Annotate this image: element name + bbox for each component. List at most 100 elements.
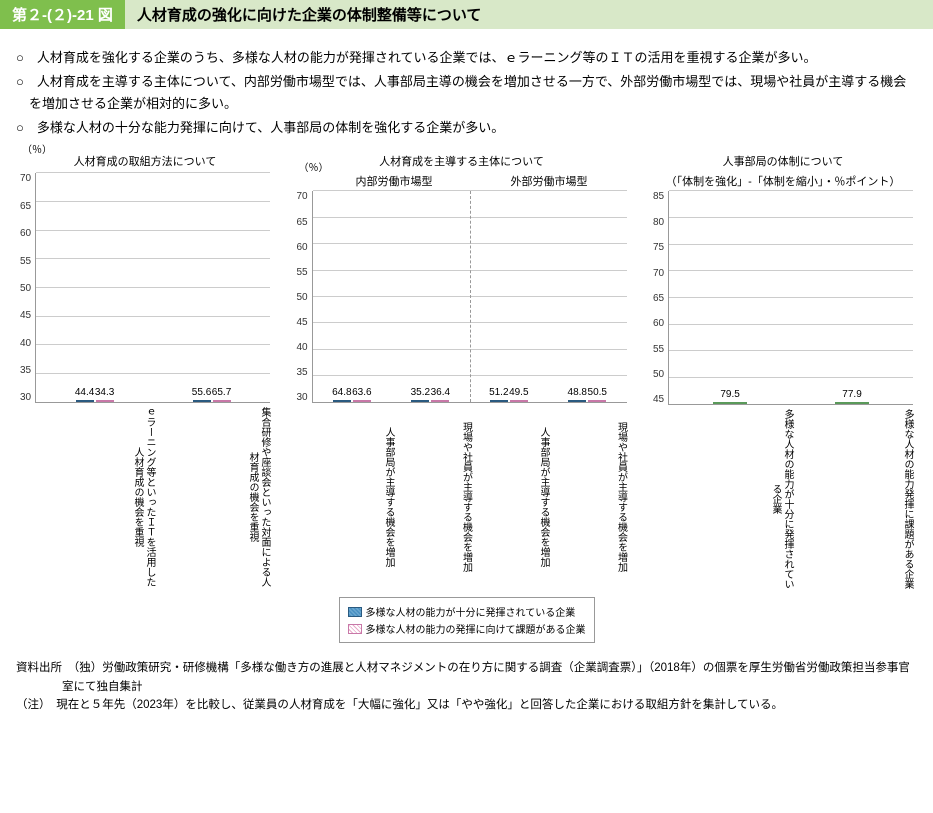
y-tick-label: 70 <box>20 173 31 184</box>
chart2-area: 706560555045403530 64.863.635.236.451.24… <box>297 191 627 403</box>
bar-blue: 35.2 <box>411 400 429 402</box>
chart2-y-axis: 706560555045403530 <box>297 191 312 403</box>
legend-row: 多様な人材の能力の発揮に向けて課題がある企業 <box>348 621 586 636</box>
y-tick-label: 45 <box>20 310 31 321</box>
summary-bullets: 人材育成を強化する企業のうち、多様な人材の能力が発揮されている企業では、ｅラーニ… <box>0 39 933 153</box>
y-tick-label: 60 <box>297 242 308 253</box>
y-tick-label: 35 <box>20 365 31 376</box>
chart-panel-3: 人事部局の体制について （「体制を強化」-「体制を縮小」・％ポイント） 85 80… <box>653 153 913 589</box>
y-tick-label: 65 <box>20 201 31 212</box>
bar-pink: 34.3 <box>96 400 114 402</box>
x-axis-label: 現場や社員が主導する機会を増加 <box>549 407 627 587</box>
bar-value-label: 49.5 <box>509 387 528 398</box>
y-tick-label: 60 <box>20 228 31 239</box>
chart3-area: 858075706560555045 79.577.9 <box>653 191 913 405</box>
bar-group: 55.665.7 <box>153 400 270 402</box>
bar-pink: 36.4 <box>431 400 449 402</box>
x-axis-label: 人事部局が主導する機会を増加 <box>317 407 395 587</box>
y-tick-label: 60 <box>653 318 664 329</box>
bar-blue: 44.4 <box>76 400 94 402</box>
y-tick-label: 30 <box>20 392 31 403</box>
y-tick-label: 45 <box>297 317 308 328</box>
charts-row: 人材育成の取組方法について （％） 70 65 60 55 50 45 40 35 30 44.… <box>0 153 933 589</box>
chart3-x-labels: 多様な人材の能力が十分に発揮されている企業多様な人材の能力発揮に課題がある企業 <box>653 409 913 589</box>
chart3-title: 人事部局の体制について <box>653 153 913 169</box>
chart1-plot: 44.434.355.665.7 <box>35 173 270 403</box>
bar-value-label: 48.8 <box>568 387 587 398</box>
bar-group: 51.249.5 <box>470 400 548 402</box>
legend-swatch <box>348 607 362 617</box>
legend-row: 多様な人材の能力が十分に発揮されている企業 <box>348 604 586 619</box>
y-tick-label: 45 <box>653 394 664 405</box>
sub-header: 外部労働市場型 <box>472 173 627 189</box>
figure-header: 第２-(２)-21 図 人材育成の強化に向けた企業の体制整備等について <box>0 0 933 29</box>
x-axis-label: 現場や社員が主導する機会を増加 <box>394 407 472 587</box>
y-tick-label: 50 <box>20 283 31 294</box>
y-tick-label: 40 <box>20 338 31 349</box>
bar-value-label: 63.6 <box>352 387 371 398</box>
bar-group: 44.434.3 <box>36 400 153 402</box>
bar-blue: 64.8 <box>333 400 351 402</box>
bar-group: 48.850.5 <box>548 400 626 402</box>
bar-value-label: 65.7 <box>212 387 231 398</box>
y-tick-label: 40 <box>297 342 308 353</box>
chart2-plot: 64.863.635.236.451.249.548.850.5 <box>312 191 627 403</box>
source-note: 資料出所 （独）労働政策研究・研修機構「多様な働き方の進展と人材マネジメントの在… <box>16 659 917 696</box>
bar-value-label: 36.4 <box>431 387 450 398</box>
chart3-subtitle: （「体制を強化」-「体制を縮小」・％ポイント） <box>653 173 913 189</box>
chart3-y-axis: 858075706560555045 <box>653 191 668 405</box>
figure-title: 人材育成の強化に向けた企業の体制整備等について <box>125 0 933 29</box>
x-axis-label: ｅラーニング等といったＩＴを活用した人材育成の機会を重視 <box>40 407 155 587</box>
y-tick-label: 85 <box>653 191 664 202</box>
bar-group: 77.9 <box>791 402 913 404</box>
bar-blue: 51.2 <box>490 400 508 402</box>
bar-green: 79.5 <box>713 402 747 404</box>
y-tick-label: 30 <box>297 392 308 403</box>
legend-text: 多様な人材の能力の発揮に向けて課題がある企業 <box>366 621 586 636</box>
chart1-title: 人材育成の取組方法について <box>20 153 270 169</box>
bar-green: 77.9 <box>835 402 869 404</box>
bar-blue: 48.8 <box>568 400 586 402</box>
chart1-y-axis: 70 65 60 55 50 45 40 35 30 <box>20 173 35 403</box>
chart3-plot: 79.5 77.9 <box>668 191 913 405</box>
bar-group: 64.863.6 <box>313 400 391 402</box>
bar-value-label: 51.2 <box>489 387 508 398</box>
legend-box: 多様な人材の能力が十分に発揮されている企業多様な人材の能力の発揮に向けて課題があ… <box>339 597 595 643</box>
bar-blue: 55.6 <box>193 400 211 402</box>
figure-number: 第２-(２)-21 図 <box>0 0 125 29</box>
bar-value-label: 55.6 <box>192 387 211 398</box>
bar-pink: 49.5 <box>510 400 528 402</box>
chart-panel-2: 人材育成を主導する主体について 内部労働市場型 外部労働市場型 （％） 7065… <box>297 153 627 589</box>
bars-container: 44.434.355.665.7 <box>36 173 270 402</box>
y-tick-label: 65 <box>653 293 664 304</box>
bar-pink: 63.6 <box>353 400 371 402</box>
bullet-item: 多様な人材の十分な能力発揮に向けて、人事部局の体制を強化する企業が多い。 <box>16 117 917 139</box>
y-tick-label: 35 <box>297 367 308 378</box>
y-tick-label: 50 <box>297 292 308 303</box>
y-tick-label: 50 <box>653 369 664 380</box>
chart2-sub-headers: 内部労働市場型 外部労働市場型 <box>297 173 627 189</box>
y-tick-label: 75 <box>653 242 664 253</box>
y-tick-label: 70 <box>297 191 308 202</box>
chart1-y-unit: （％） <box>22 141 52 156</box>
divider-line <box>470 191 471 402</box>
bar-pink: 65.7 <box>213 400 231 402</box>
bar-value-label: 64.8 <box>332 387 351 398</box>
x-axis-label: 人事部局が主導する機会を増加 <box>472 407 550 587</box>
y-tick-label: 80 <box>653 217 664 228</box>
y-tick-label: 55 <box>297 267 308 278</box>
chart2-title: 人材育成を主導する主体について <box>297 153 627 169</box>
chart2-x-labels: 人事部局が主導する機会を増加現場や社員が主導する機会を増加人事部局が主導する機会… <box>297 407 627 587</box>
bar-pink: 50.5 <box>588 400 606 402</box>
bars-container: 79.5 77.9 <box>669 191 913 404</box>
x-axis-label: 多様な人材の能力が十分に発揮されている企業 <box>673 409 793 589</box>
chart2-y-unit: （％） <box>299 159 329 174</box>
bar-group: 35.236.4 <box>391 400 469 402</box>
y-tick-label: 55 <box>653 344 664 355</box>
bar-value-label: 35.2 <box>411 387 430 398</box>
x-axis-label: 多様な人材の能力発揮に課題がある企業 <box>793 409 913 589</box>
bar-value-label: 50.5 <box>588 387 607 398</box>
bar-value-label: 77.9 <box>842 389 861 400</box>
chart-panel-1: 人材育成の取組方法について （％） 706560555045403530 44.… <box>20 153 270 589</box>
y-tick-label: 55 <box>20 256 31 267</box>
